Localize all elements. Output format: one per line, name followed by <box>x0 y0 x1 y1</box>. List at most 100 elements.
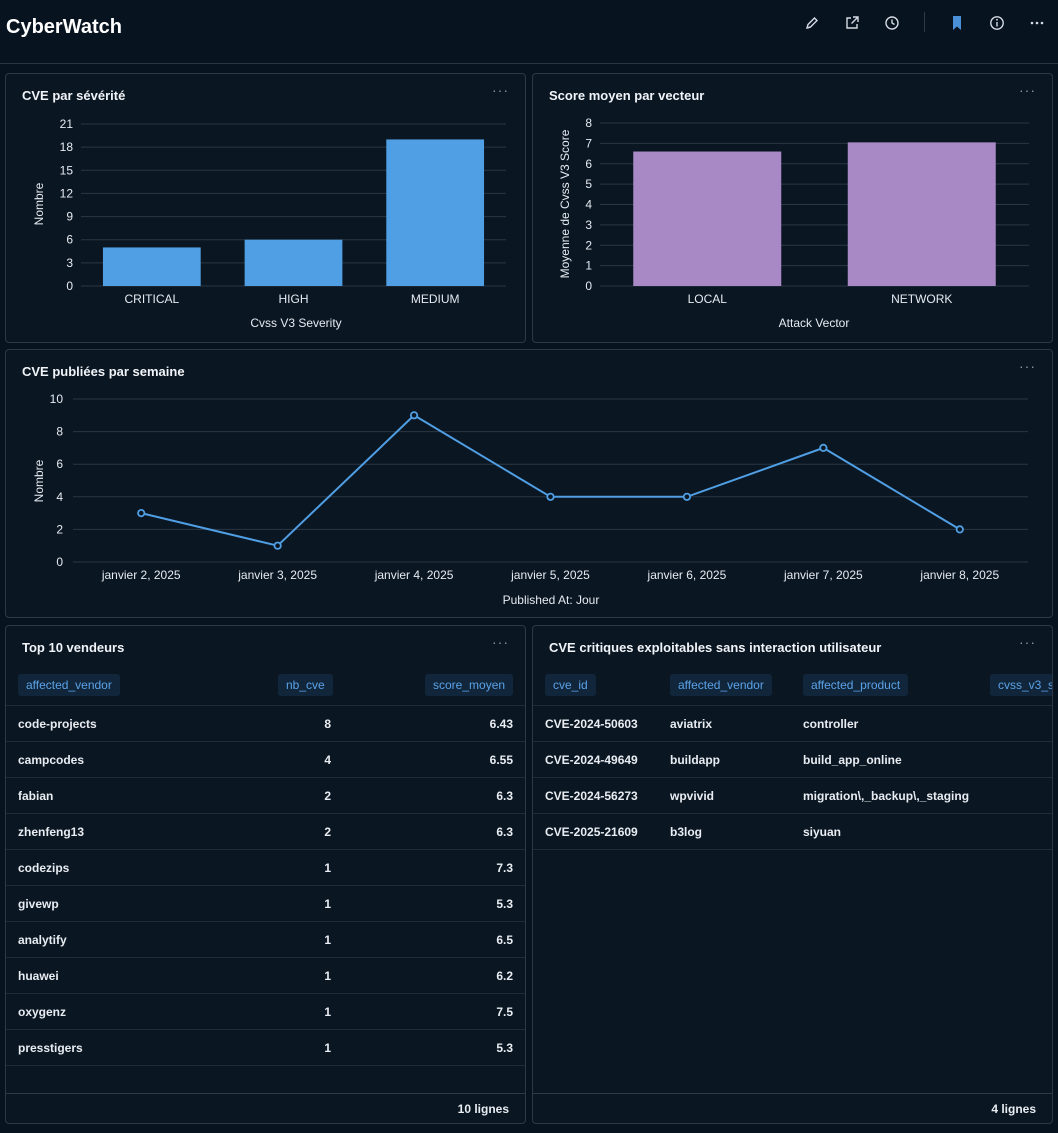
severity-x-axis-label: Cvss V3 Severity <box>250 316 341 330</box>
critical-cve-menu-icon[interactable]: ··· <box>1019 634 1036 650</box>
top-vendors-title: Top 10 vendeurs <box>22 640 125 655</box>
score-moyen-cell: 7.5 <box>496 1005 513 1019</box>
y-tick-label: 2 <box>585 238 592 252</box>
x-tick-label: janvier 3, 2025 <box>237 568 317 582</box>
data-point[interactable] <box>409 411 419 420</box>
share-icon[interactable] <box>841 12 863 34</box>
table-row[interactable]: oxygenz 1 7.5 <box>6 994 525 1030</box>
table-row[interactable]: presstigers 1 5.3 <box>6 1030 525 1066</box>
bookmark-icon[interactable] <box>946 12 968 34</box>
table-footer: 10 lignes <box>6 1093 525 1123</box>
row-count: 10 lignes <box>457 1102 509 1116</box>
y-tick-label: 1 <box>585 259 592 273</box>
column-header-cvss-v3-score[interactable]: cvss_v3_s <box>990 674 1052 696</box>
more-icon[interactable] <box>1026 12 1048 34</box>
column-header-cve-id[interactable]: cve_id <box>545 674 596 696</box>
y-tick-label: 4 <box>585 198 592 212</box>
vendor-cell: huawei <box>18 969 59 983</box>
table-row[interactable]: givewp 1 5.3 <box>6 886 525 922</box>
bar-network[interactable] <box>847 142 996 286</box>
table-row[interactable]: CVE-2025-21609 b3log siyuan <box>533 814 1052 850</box>
top-bar: CyberWatch <box>0 0 1058 64</box>
table-header-row: cve_id affected_vendor affected_product … <box>533 672 1052 706</box>
product-cell: siyuan <box>803 825 842 839</box>
data-point[interactable] <box>682 492 692 501</box>
critical-cve-table-card: CVE critiques exploitables sans interact… <box>532 625 1053 1124</box>
column-header-score-moyen[interactable]: score_moyen <box>425 674 514 696</box>
table-row[interactable]: fabian 2 6.3 <box>6 778 525 814</box>
severity-y-axis-label: Nombre <box>32 182 46 225</box>
info-icon[interactable] <box>986 12 1008 34</box>
nb-cve-cell: 8 <box>324 717 331 731</box>
bar-critical[interactable] <box>102 247 201 286</box>
score-moyen-cell: 6.55 <box>489 753 513 767</box>
column-header-affected-vendor[interactable]: affected_vendor <box>670 674 772 696</box>
table-row[interactable]: CVE-2024-49649 buildapp build_app_online <box>533 742 1052 778</box>
vendor-cell: code-projects <box>18 717 97 731</box>
data-point[interactable] <box>546 492 555 501</box>
table-row[interactable]: analytify 1 6.5 <box>6 922 525 958</box>
edit-icon[interactable] <box>801 12 823 34</box>
x-tick-label: janvier 7, 2025 <box>783 568 863 582</box>
bar-high[interactable] <box>244 239 343 286</box>
score-moyen-cell: 6.3 <box>496 825 513 839</box>
y-tick-label: 4 <box>56 490 63 504</box>
y-tick-label: 3 <box>585 218 592 232</box>
nb-cve-cell: 2 <box>324 825 331 839</box>
toolbar-divider <box>924 12 925 32</box>
nb-cve-cell: 2 <box>324 789 331 803</box>
table-row[interactable]: code-projects 8 6.43 <box>6 706 525 742</box>
table-row[interactable]: campcodes 4 6.55 <box>6 742 525 778</box>
score-moyen-cell: 5.3 <box>496 1041 513 1055</box>
column-header-affected-vendor[interactable]: affected_vendor <box>18 674 120 696</box>
top-vendors-table-card: Top 10 vendeurs ··· affected_vendor nb_c… <box>5 625 526 1124</box>
table-row[interactable]: CVE-2024-56273 wpvivid migration\,_backup\… <box>533 778 1052 814</box>
y-tick-label: 8 <box>56 425 63 439</box>
table-row[interactable]: zhenfeng13 2 6.3 <box>6 814 525 850</box>
weekly-line-chart-card: CVE publiées par semaine ··· 0 2 4 6 8 10 janv… <box>5 349 1053 618</box>
x-tick-label: HIGH <box>279 292 309 306</box>
bar-medium[interactable] <box>386 139 485 286</box>
product-cell: controller <box>803 717 859 731</box>
nb-cve-cell: 1 <box>324 1041 331 1055</box>
weekly-x-axis-label: Published At: Jour <box>503 593 600 607</box>
column-header-nb-cve[interactable]: nb_cve <box>278 674 333 696</box>
weekly-card-menu-icon[interactable]: ··· <box>1019 358 1036 374</box>
critical-cve-title: CVE critiques exploitables sans interact… <box>549 640 882 655</box>
weekly-y-axis-label: Nombre <box>32 459 46 502</box>
y-tick-label: 18 <box>60 140 74 154</box>
bar-local[interactable] <box>633 151 782 286</box>
x-tick-label: LOCAL <box>688 292 728 306</box>
cve-id-cell: CVE-2025-21609 <box>545 825 638 839</box>
vendor-cell: codezips <box>18 861 70 875</box>
dashboard-title: CyberWatch <box>6 16 122 38</box>
data-point[interactable] <box>819 443 828 453</box>
table-row[interactable]: huawei 1 6.2 <box>6 958 525 994</box>
history-icon[interactable] <box>881 12 903 34</box>
vector-card-menu-icon[interactable]: ··· <box>1019 82 1036 98</box>
weekly-line-chart: 0 2 4 6 8 10 janvier 2, 2025 janvier 3, 2025 jan… <box>32 392 1028 607</box>
y-tick-label: 6 <box>585 157 592 171</box>
score-moyen-cell: 7.3 <box>496 861 513 875</box>
vendor-cell: givewp <box>18 897 59 911</box>
table-footer: 4 lignes <box>533 1093 1052 1123</box>
x-tick-label: janvier 6, 2025 <box>647 568 727 582</box>
data-point[interactable] <box>273 541 282 550</box>
y-tick-label: 6 <box>56 457 63 471</box>
table-row[interactable]: codezips 1 7.3 <box>6 850 525 886</box>
vector-x-axis-label: Attack Vector <box>779 316 850 330</box>
data-point[interactable] <box>955 525 964 534</box>
cve-id-cell: CVE-2024-50603 <box>545 717 638 731</box>
table-row[interactable]: CVE-2024-50603 aviatrix controller <box>533 706 1052 742</box>
y-tick-label: 8 <box>585 116 592 130</box>
vendor-cell: b3log <box>670 825 702 839</box>
product-cell: build_app_online <box>803 753 902 767</box>
score-moyen-cell: 6.3 <box>496 789 513 803</box>
nb-cve-cell: 1 <box>324 933 331 947</box>
x-tick-label: CRITICAL <box>124 292 179 306</box>
top-vendors-menu-icon[interactable]: ··· <box>492 634 509 650</box>
weekly-chart-title: CVE publiées par semaine <box>22 364 185 379</box>
data-point[interactable] <box>137 509 146 518</box>
severity-card-menu-icon[interactable]: ··· <box>492 82 509 98</box>
column-header-affected-product[interactable]: affected_product <box>803 674 909 696</box>
